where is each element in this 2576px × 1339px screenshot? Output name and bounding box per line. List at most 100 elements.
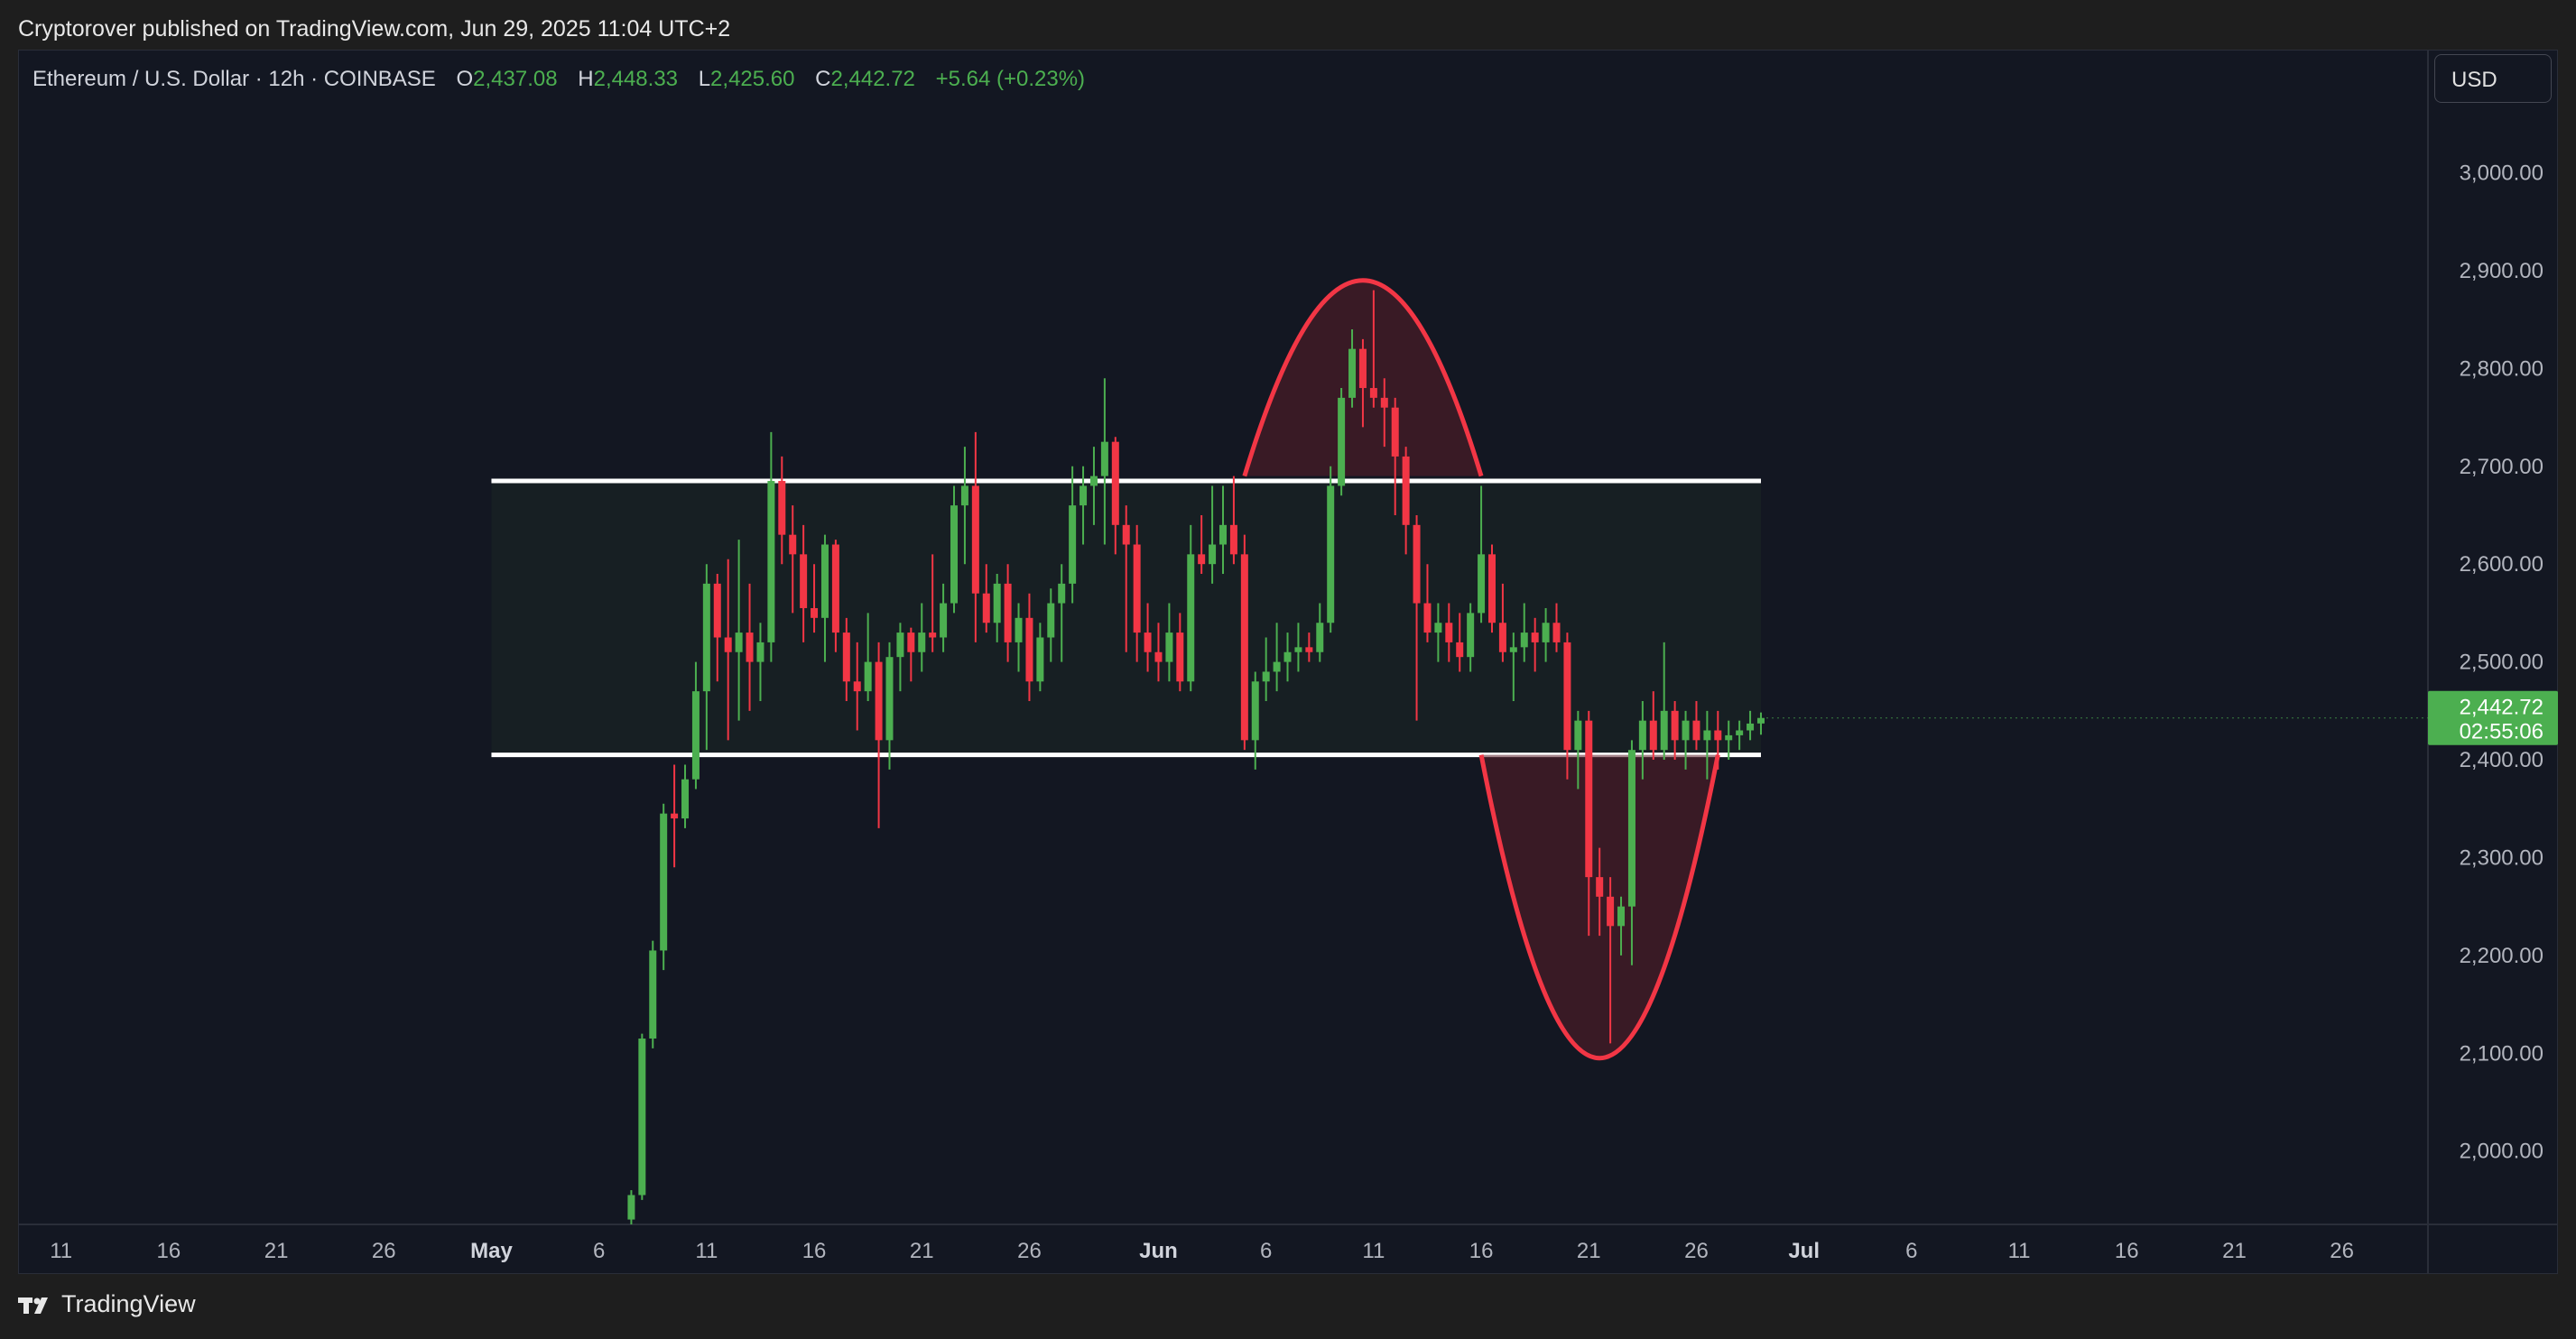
candle xyxy=(875,642,883,828)
candle-body xyxy=(875,661,883,741)
candle xyxy=(1283,633,1292,682)
candle xyxy=(1520,603,1528,662)
candle xyxy=(1058,564,1066,662)
candle xyxy=(1692,700,1700,751)
y-tick-label: 2,200.00 xyxy=(2460,944,2544,968)
candle-body xyxy=(1251,681,1259,741)
candle-body xyxy=(1122,524,1130,545)
candle xyxy=(1047,588,1055,662)
candle-body xyxy=(627,1195,635,1220)
x-tick-label: 16 xyxy=(802,1239,827,1263)
candle xyxy=(1111,437,1119,555)
y-tick-label: 2,800.00 xyxy=(2460,356,2544,381)
x-tick-label: 11 xyxy=(1362,1239,1385,1263)
candle-body xyxy=(853,681,861,692)
x-tick-label: 26 xyxy=(1684,1239,1709,1263)
high-key: H xyxy=(578,67,594,91)
high-value: 2,448.33 xyxy=(593,67,679,91)
candle-body xyxy=(1015,617,1023,642)
candle xyxy=(971,431,979,642)
candle-body xyxy=(1305,647,1313,652)
candle xyxy=(1509,633,1517,701)
candle xyxy=(1736,720,1744,751)
y-tick-label: 2,500.00 xyxy=(2460,651,2544,675)
tradingview-logo-icon xyxy=(18,1297,48,1314)
candle xyxy=(702,564,710,751)
candle-body xyxy=(681,779,690,819)
currency-button[interactable]: USD xyxy=(2434,54,2552,103)
candle-body xyxy=(1756,717,1765,724)
candle-body xyxy=(1617,906,1626,927)
candle-body xyxy=(1487,554,1496,623)
candle-body xyxy=(1100,441,1108,476)
candle xyxy=(1369,290,1377,408)
candle-body xyxy=(746,633,754,662)
change-value: +5.64 (+0.23%) xyxy=(935,67,1086,91)
candle-body xyxy=(1111,441,1119,525)
candle xyxy=(1756,712,1765,735)
candle xyxy=(724,559,732,741)
candle xyxy=(1198,514,1206,575)
candle-body xyxy=(1596,877,1604,897)
candle-body xyxy=(1209,544,1217,565)
publisher-text: Cryptorover published on TradingView.com… xyxy=(18,16,731,42)
candle-body xyxy=(1402,456,1410,525)
candle-body xyxy=(950,505,959,604)
candle-body xyxy=(1219,524,1227,545)
candle xyxy=(767,431,775,662)
candle xyxy=(1498,583,1506,662)
x-tick-label: Jul xyxy=(1788,1239,1820,1263)
candle xyxy=(1682,710,1690,770)
candle xyxy=(1273,623,1281,692)
candle-body xyxy=(971,485,979,594)
candle xyxy=(691,661,700,790)
symbol-label[interactable]: Ethereum / U.S. Dollar · 12h · COINBASE xyxy=(32,67,436,91)
top-arc-curve xyxy=(1242,278,1484,477)
candle xyxy=(1089,447,1098,525)
candle-body xyxy=(1552,623,1561,642)
candle xyxy=(1627,740,1635,965)
x-tick-label: 26 xyxy=(372,1239,396,1263)
candle xyxy=(649,940,657,1048)
candle-body xyxy=(1176,633,1184,682)
candle-body xyxy=(1467,613,1475,658)
candle xyxy=(1154,623,1163,682)
candle-body xyxy=(1294,647,1302,652)
candle xyxy=(1563,633,1571,780)
bottom-arc-curve xyxy=(1478,754,1720,1061)
candle xyxy=(1487,544,1496,633)
candle xyxy=(1144,603,1152,672)
footer-brand-text: TradingView xyxy=(61,1290,196,1317)
candle xyxy=(1187,524,1195,692)
candle-body xyxy=(1607,896,1615,927)
candle-body xyxy=(1574,720,1582,751)
candle-body xyxy=(1445,623,1453,642)
candle-body xyxy=(800,554,808,608)
candle xyxy=(681,764,690,828)
candle-body xyxy=(778,481,786,535)
x-tick-label: 16 xyxy=(2115,1239,2139,1263)
candle xyxy=(1080,466,1088,545)
candle-body xyxy=(940,603,948,638)
candle-body xyxy=(1338,397,1346,486)
candle-body xyxy=(702,583,710,692)
candle xyxy=(1434,603,1442,662)
candle xyxy=(1122,505,1130,652)
candle-body xyxy=(1714,730,1722,741)
candle-body xyxy=(1391,407,1399,457)
candle-body xyxy=(1585,720,1593,878)
candle xyxy=(918,603,926,672)
candle xyxy=(1467,603,1475,672)
candle-body xyxy=(1198,554,1206,565)
candle xyxy=(1660,642,1668,761)
candle-body xyxy=(1531,633,1539,642)
candle-body xyxy=(1660,710,1668,751)
candle-body xyxy=(1725,734,1733,741)
candle-body xyxy=(1649,720,1657,751)
candle-body xyxy=(671,813,679,819)
candle xyxy=(1402,447,1410,555)
x-tick-label: 11 xyxy=(2008,1239,2031,1263)
candle xyxy=(842,617,850,701)
candle-body xyxy=(1240,554,1248,741)
